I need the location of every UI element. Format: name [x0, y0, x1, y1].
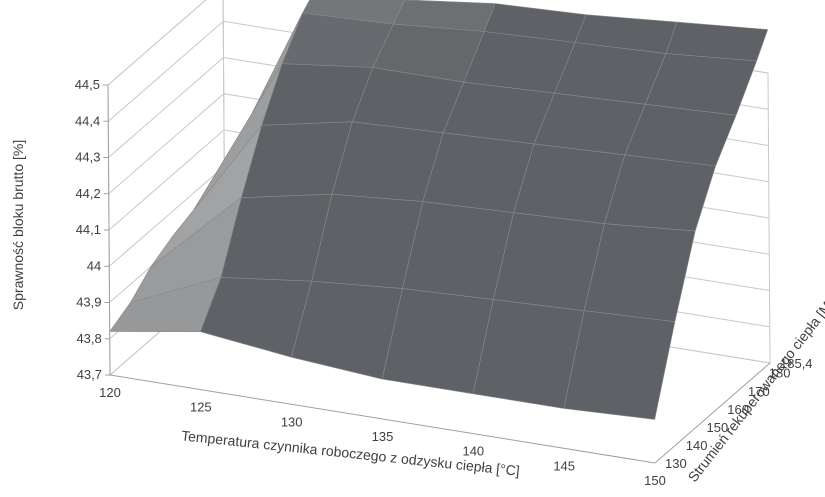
- surface-patch: [583, 223, 696, 323]
- z-axis-title: Sprawność bloku brutto [%]: [10, 140, 26, 310]
- y-tick-label: 160: [727, 402, 749, 417]
- z-tick-label: 44,5: [75, 77, 100, 92]
- y-tick-label: 130: [665, 456, 687, 471]
- y-tick-label: 150: [707, 420, 729, 435]
- y-tick-label: 170: [748, 384, 770, 399]
- x-tick-label: 130: [281, 414, 303, 429]
- surface-plot: [109, 0, 769, 420]
- y-tick-label: 185,4: [780, 356, 813, 371]
- z-tick-label: 43,7: [77, 367, 102, 382]
- y-axis-title: Strumień rekuperowanego ciepła [MW]: [684, 285, 825, 485]
- z-tick-label: 44,1: [76, 222, 101, 237]
- x-tick-label: 135: [372, 429, 394, 444]
- chart-axes: [103, 84, 771, 464]
- x-tick-label: 145: [553, 458, 575, 473]
- z-tick-label: 44,2: [75, 186, 100, 201]
- z-tick-label: 43,8: [76, 331, 101, 346]
- surface-patch: [563, 310, 676, 420]
- y-tick-label: 140: [686, 438, 708, 453]
- z-tick-label: 43,9: [76, 295, 101, 310]
- z-tick-label: 44,4: [75, 113, 100, 128]
- tick-labels: 43,7 43,8 43,9 44 44,1 44,2 44,3 44,4 44,5 120 125…: [75, 77, 813, 488]
- x-tick-label: 140: [462, 444, 484, 459]
- z-tick-label: 44,3: [75, 150, 100, 165]
- x-tick-label: 150: [644, 473, 666, 488]
- x-tick-label: 120: [99, 385, 121, 400]
- y-tick-label: 180: [769, 366, 791, 381]
- y-axis-line: [654, 362, 771, 464]
- x-axis-line: [109, 374, 656, 464]
- z-tick-label: 44: [87, 258, 101, 273]
- x-tick-label: 125: [190, 400, 212, 415]
